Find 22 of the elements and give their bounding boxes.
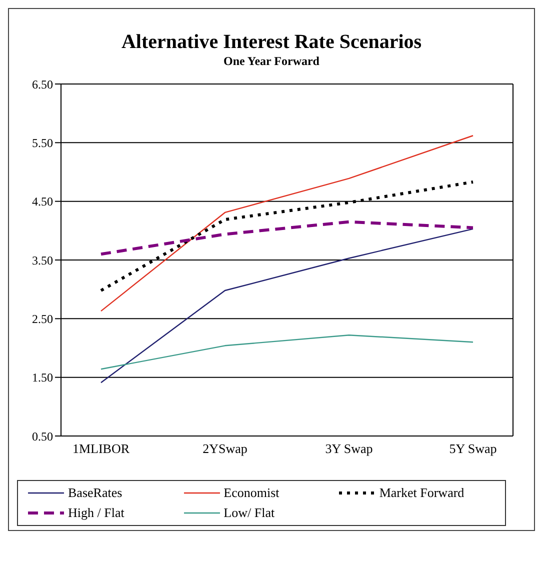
line-series [100, 228, 474, 384]
y-tick-label: 2.50 [32, 312, 53, 326]
legend-label: BaseRates [68, 485, 122, 501]
line-series [100, 220, 474, 256]
chart-title: Alternative Interest Rate Scenarios [120, 31, 423, 54]
x-tick-label: 1MLIBOR [72, 441, 130, 456]
line-series [100, 334, 474, 370]
chart-subtitle: One Year Forward [222, 54, 320, 69]
y-tick-label: 3.50 [32, 253, 53, 268]
x-tick-label: 5Y Swap [449, 441, 497, 456]
x-tick-label: 2YSwap [202, 441, 248, 456]
legend-label: High / Flat [68, 505, 124, 521]
y-tick-label: 4.50 [32, 194, 53, 209]
x-tick-label: 3Y Swap [325, 441, 373, 456]
y-tick-label: 1.50 [32, 370, 53, 385]
legend-label: Market Forward [379, 485, 464, 501]
line-series [100, 135, 474, 312]
legend-label: Economist [224, 485, 280, 501]
y-tick-label: 5.50 [32, 136, 53, 150]
legend-label: Low/ Flat [224, 505, 275, 521]
y-tick-label: 0.50 [32, 429, 53, 444]
y-tick-label: 6.50 [32, 77, 53, 92]
